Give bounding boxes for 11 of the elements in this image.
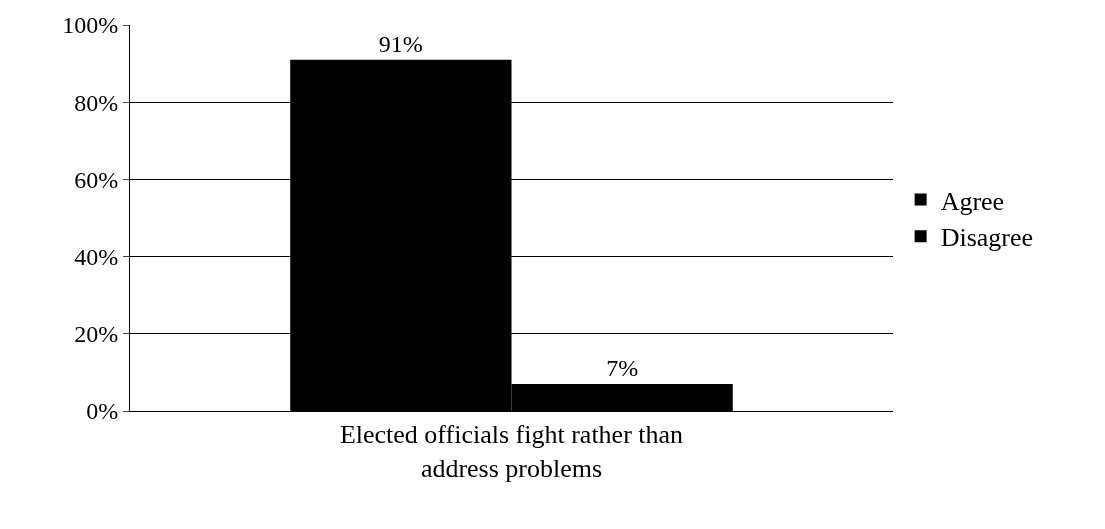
- y-tick-label: 60%: [74, 166, 119, 193]
- y-tick-label: 80%: [74, 89, 119, 116]
- legend-label: Agree: [940, 186, 1005, 216]
- y-tick-label: 0%: [86, 398, 119, 425]
- y-tick-label: 20%: [74, 321, 119, 348]
- data-label: 91%: [378, 30, 423, 57]
- x-tick-label: Elected officials fight rather than address problems: [339, 420, 684, 483]
- data-label: 7%: [606, 354, 639, 381]
- y-tick-label: 40%: [74, 244, 119, 270]
- y-tick-label: 100%: [62, 12, 119, 39]
- legend-label: Disagree: [940, 223, 1034, 253]
